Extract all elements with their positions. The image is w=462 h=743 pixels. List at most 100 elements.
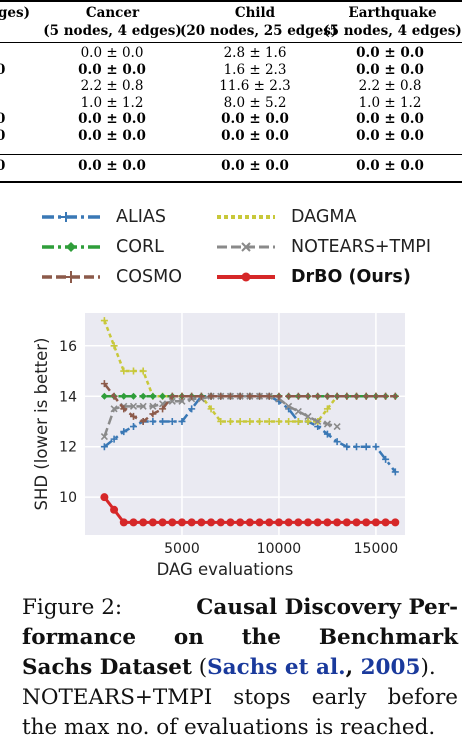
table-cell: 2.8 ± 1.6 [223, 45, 287, 61]
data-point-cosmo [226, 392, 234, 400]
data-point-cosmo [110, 392, 118, 400]
data-point-cosmo [178, 392, 186, 400]
table-cell: 0.0 ± 0.0 [78, 128, 146, 144]
data-point-cosmo [353, 392, 361, 400]
data-point-dagma [265, 417, 273, 425]
caption-title-part-1: Causal Discovery Per- [196, 595, 458, 620]
table-cell: 2.2 ± 0.8 [358, 78, 422, 95]
legend-item-notears: NOTEARS+TMPI [215, 232, 431, 262]
data-point-cosmo [129, 412, 137, 420]
data-point-cosmo [275, 392, 283, 400]
data-point-cosmo [372, 392, 380, 400]
table-mid-rule [0, 42, 462, 43]
table-header-first-col: edges) [0, 4, 30, 22]
data-point-alias [323, 430, 331, 438]
data-point-dagma [236, 417, 244, 425]
caption-word: Benchmark [318, 625, 458, 650]
x-axis-label: DAG evaluations [157, 560, 294, 579]
shd-line-chart: 5000 10000 15000 10 12 14 16 DAG evaluations SHD… [32, 313, 405, 579]
data-point-dagma [275, 417, 283, 425]
table-row-stub: 0 [0, 158, 6, 174]
data-point-drbo-ours [342, 518, 351, 527]
data-point-alias [168, 417, 176, 425]
data-point-cosmo [265, 392, 273, 400]
data-point-drbo-ours [148, 518, 157, 527]
data-point-drbo-ours [139, 518, 148, 527]
table-cell: 0.0 ± 0.0 [356, 111, 424, 128]
data-point-drbo-ours [371, 518, 380, 527]
data-point-alias [149, 417, 157, 425]
caption-word: the [241, 625, 281, 650]
data-point-cosmo [294, 392, 302, 400]
legend-item-alias: ALIAS [40, 202, 166, 232]
header-cancer-sub: (5 nodes, 4 edges) [43, 23, 182, 39]
caption-word: before [387, 685, 458, 710]
data-point-drbo-ours [216, 518, 225, 527]
data-point-notears-tmpi [323, 420, 331, 428]
data-point-alias [362, 443, 370, 451]
data-point-corl [129, 392, 137, 400]
table-cell: 0.0 ± 0.0 [221, 111, 289, 128]
y-tick-label: 10 [59, 490, 77, 506]
data-point-dagma [120, 367, 128, 375]
data-point-alias [353, 443, 361, 451]
legend-label-drbo: DrBO (Ours) [291, 267, 411, 287]
data-point-cosmo [285, 392, 293, 400]
data-point-alias [391, 468, 399, 476]
table-cell: 0.0 ± 0.0 [356, 45, 424, 61]
legend-label-alias: ALIAS [116, 207, 166, 227]
data-point-cosmo [207, 392, 215, 400]
data-point-drbo-ours [236, 518, 245, 527]
caption-word: early [311, 685, 367, 710]
data-point-cosmo [382, 392, 390, 400]
citation-link-year[interactable]: 2005 [360, 655, 421, 680]
data-point-drbo-ours [100, 493, 109, 502]
data-point-notears-tmpi [168, 397, 176, 405]
table-cell: 0.0 ± 0.0 [78, 158, 146, 174]
data-point-alias [110, 435, 118, 443]
data-point-alias [188, 405, 196, 413]
data-point-cosmo [168, 392, 176, 400]
table-cell: 0.0 ± 0.0 [221, 128, 289, 144]
table-separator-rule [0, 154, 462, 155]
data-point-drbo-ours [187, 518, 196, 527]
table-row-stub: 0 [0, 61, 6, 78]
table-cell: 2.2 ± 0.8 [80, 78, 144, 95]
table-cell: 8.0 ± 5.2 [223, 94, 287, 111]
data-point-drbo-ours [207, 518, 216, 527]
data-point-cosmo [149, 410, 157, 418]
data-point-cosmo [256, 392, 264, 400]
data-point-drbo-ours [226, 518, 235, 527]
data-point-dagma [129, 367, 137, 375]
caption-line-3: Sachs Dataset (Sachs et al., 2005). [22, 653, 458, 683]
table-top-rule [0, 0, 462, 2]
legend-item-corl: CORL [40, 232, 164, 262]
figure-caption: Figure 2: Causal Discovery Per- formance… [22, 593, 458, 743]
data-point-alias [372, 443, 380, 451]
caption-citation-comma: , [345, 655, 361, 680]
data-point-drbo-ours [245, 518, 254, 527]
data-point-cosmo [217, 392, 225, 400]
data-point-dagma [226, 417, 234, 425]
data-point-corl [159, 392, 167, 400]
data-point-drbo-ours [168, 518, 177, 527]
caption-word: on [173, 625, 204, 650]
table-bottom-rule [0, 181, 462, 183]
data-point-drbo-ours [352, 518, 361, 527]
legend-swatch-cosmo [42, 271, 100, 283]
header-child-name: Child [234, 5, 276, 21]
header-earthquake-sub: (5 nodes, 4 edges) [323, 23, 462, 39]
citation-link-authors[interactable]: Sachs et al. [207, 655, 346, 680]
x-tick-label: 10000 [257, 541, 302, 557]
data-point-cosmo [188, 392, 196, 400]
caption-line-1: Figure 2: Causal Discovery Per- [22, 593, 458, 623]
data-point-drbo-ours [313, 518, 322, 527]
table-cell: 0.0 ± 0.0 [356, 158, 424, 174]
data-point-alias [382, 455, 390, 463]
data-point-cosmo [391, 392, 399, 400]
y-tick-label: 16 [59, 339, 77, 355]
data-point-drbo-ours [284, 518, 293, 527]
data-point-dagma [304, 417, 312, 425]
caption-word: formance [22, 625, 136, 650]
table-cell: 1.0 ± 1.2 [358, 94, 422, 111]
